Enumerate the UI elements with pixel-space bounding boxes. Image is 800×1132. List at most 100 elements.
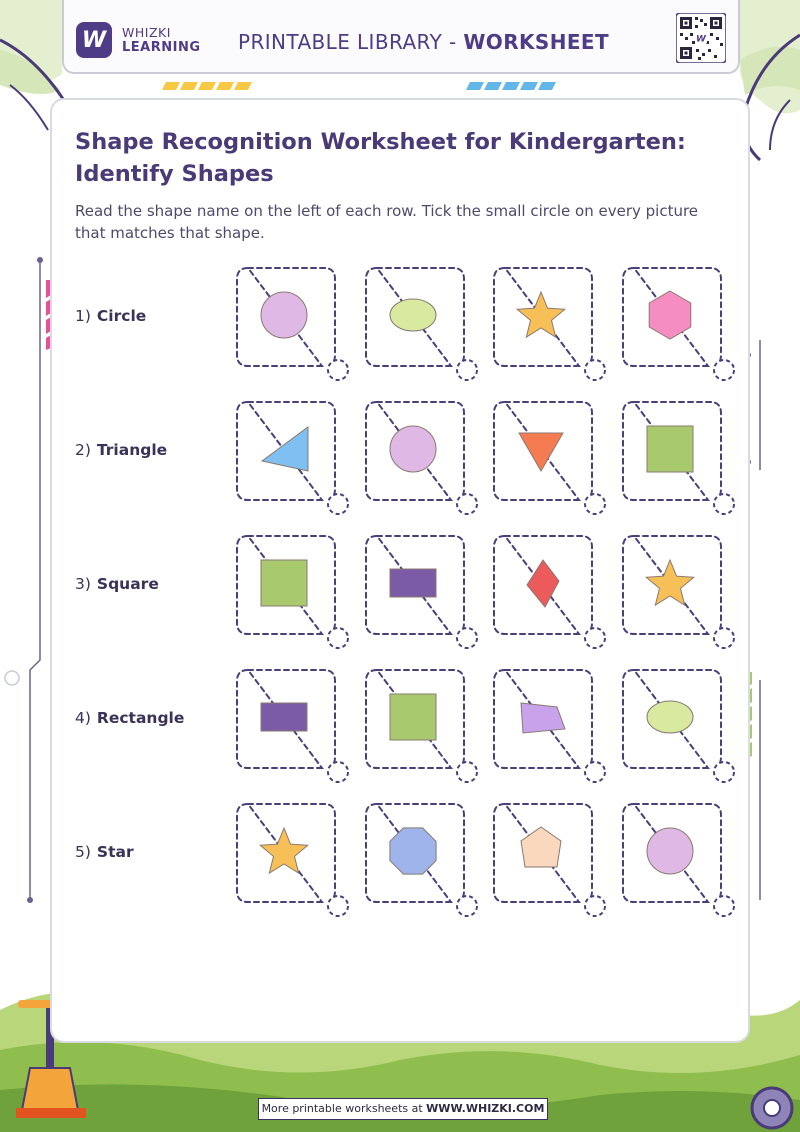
tick-circle[interactable] [456,895,478,917]
tick-circle[interactable] [713,627,735,649]
square-shape [260,559,308,607]
footer-link[interactable]: WWW.WHIZKI.COM [426,1102,545,1115]
shape-card [236,400,349,515]
shape-card [622,534,735,649]
row-shape-name: Square [96,575,159,593]
row-label-4: 4) Rectangle [75,709,184,727]
tick-circle[interactable] [327,359,349,381]
tick-circle[interactable] [713,493,735,515]
card-dashed-border [236,266,336,367]
tick-circle[interactable] [327,761,349,783]
shape-card [236,266,349,381]
header-title: PRINTABLE LIBRARY - WORKSHEET [238,30,609,54]
hexagon-shape [648,290,692,340]
shape-card-graphic [236,802,349,917]
shape-card-graphic [493,668,606,783]
shape-card [236,534,349,649]
card-dashed-border [493,668,593,769]
shape-card [622,802,735,917]
tick-circle[interactable] [713,761,735,783]
row-shape-name: Rectangle [96,709,185,727]
card-dashed-border [236,802,336,903]
shape-card-graphic [622,400,735,515]
tick-circle[interactable] [327,627,349,649]
card-dashed-border [236,400,336,501]
svg-text:W: W [696,35,707,45]
header-bar [62,0,740,74]
shape-card [493,534,606,649]
tick-circle[interactable] [456,761,478,783]
star-shape [258,826,310,875]
shape-card-graphic [493,802,606,917]
tick-circle[interactable] [713,895,735,917]
worksheet-instructions: Read the shape name on the left of each … [75,202,699,242]
header-title-bold: WORKSHEET [463,30,609,54]
shape-card-graphic [622,668,735,783]
qr-code-icon[interactable]: W [676,13,726,63]
rectangle-shape [260,702,308,732]
shape-card-graphic [365,534,478,649]
oval-shape [389,298,437,332]
tick-circle[interactable] [584,895,606,917]
row-shape-name: Triangle [96,441,168,459]
shape-card [493,668,606,783]
star-shape [515,290,567,339]
row-label-5: 5) Star [75,843,134,861]
shape-card [365,668,478,783]
row-label-2: 2) Triangle [75,441,167,459]
logo-letter: W [81,27,107,53]
row-shape-name: Star [96,843,134,861]
row-label-1: 1) Circle [75,307,146,325]
shape-card [493,400,606,515]
shape-card-graphic [493,400,606,515]
brand-name-line1: WHIZKI [122,25,171,40]
tick-circle[interactable] [456,359,478,381]
brand-name-line2: LEARNING [122,40,201,55]
triangle-down-shape [518,432,564,472]
card-dashed-border [622,802,722,903]
shape-card [493,802,606,917]
shape-card [236,802,349,917]
footer-text: More printable worksheets at [261,1102,427,1115]
triangle-left-shape [260,426,309,472]
row-number: 3) [75,575,91,593]
tick-circle[interactable] [327,895,349,917]
card-dashed-border [493,266,593,367]
row-label-3: 3) Square [75,575,159,593]
trapezoid-shape [520,702,566,734]
shape-card-graphic [493,534,606,649]
circle-shape [260,291,308,339]
tick-circle[interactable] [584,627,606,649]
shape-card-graphic [365,802,478,917]
tick-circle[interactable] [584,761,606,783]
tick-circle[interactable] [327,493,349,515]
card-dashed-border [365,266,465,367]
header-title-prefix: PRINTABLE LIBRARY - [238,30,464,54]
whizki-logo[interactable]: W [76,22,112,58]
shape-card [365,534,478,649]
shape-card-graphic [365,400,478,515]
shape-card-graphic [622,534,735,649]
pentagon-shape [520,826,562,868]
card-dashed-border [493,534,593,635]
row-number: 1) [75,307,91,325]
tick-circle[interactable] [456,493,478,515]
tick-circle[interactable] [584,359,606,381]
card-dashed-border [493,802,593,903]
square-shape [646,425,694,473]
shape-card-graphic [365,266,478,381]
shape-card-graphic [236,534,349,649]
shape-card [365,400,478,515]
footer-banner[interactable]: More printable worksheets at WWW.WHIZKI.… [258,1098,548,1120]
shape-card-graphic [365,668,478,783]
row-number: 2) [75,441,91,459]
circle-shape [389,425,437,473]
shape-card [365,266,478,381]
tick-circle[interactable] [456,627,478,649]
tick-circle[interactable] [584,493,606,515]
card-dashed-border [365,534,465,635]
worksheet-title: Shape Recognition Worksheet for Kinderga… [75,129,686,187]
shape-card [622,668,735,783]
tick-circle[interactable] [713,359,735,381]
card-dashed-border [622,266,722,367]
